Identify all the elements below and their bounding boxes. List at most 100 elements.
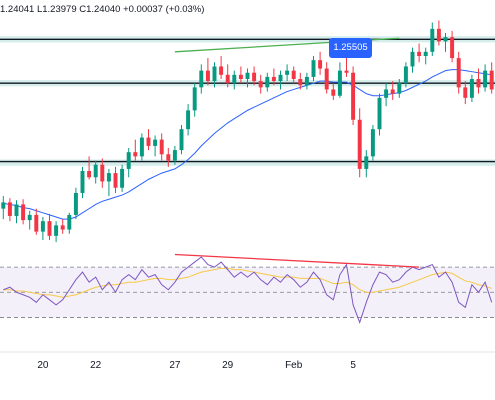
candle-32: [212, 62, 217, 88]
candle-34: [225, 64, 230, 88]
candle-body: [172, 150, 177, 161]
candle-28: [186, 104, 191, 136]
candle-50: [331, 83, 336, 100]
candle-body: [291, 70, 296, 79]
candle-31: [205, 58, 210, 86]
candle-body: [423, 51, 428, 56]
candle-body: [27, 214, 32, 221]
horizontal-levels: [0, 38, 495, 163]
candle-body: [1, 202, 6, 209]
candle-body: [252, 72, 257, 82]
candle-body: [483, 70, 488, 88]
candle-26: [172, 145, 177, 165]
candle-48: [318, 51, 323, 75]
x-tick-label: 20: [37, 360, 49, 371]
candle-66: [436, 20, 441, 46]
candle-5: [34, 208, 39, 235]
x-tick-label: 29: [222, 360, 234, 371]
candle-49: [324, 62, 329, 94]
candle-62: [410, 47, 415, 73]
candle-20: [133, 139, 138, 161]
candle-body: [331, 89, 336, 96]
candle-body: [93, 164, 98, 178]
candle-6: [40, 217, 45, 240]
candle-53: [351, 66, 356, 125]
candle-body: [298, 79, 303, 86]
candle-54: [357, 108, 362, 178]
candle-51: [337, 62, 342, 98]
candle-9: [60, 219, 65, 234]
candle-body: [476, 79, 481, 88]
candle-35: [232, 70, 237, 90]
candle-72: [476, 68, 481, 94]
candle-27: [179, 125, 184, 155]
ohlc-values: 1.24041 L1.23979 C1.24040 +0.00037 (+0.0…: [0, 4, 205, 15]
candle-57: [377, 93, 382, 136]
candle-body: [139, 137, 144, 157]
candle-body: [397, 83, 402, 94]
candle-body: [87, 171, 92, 178]
candle-body: [126, 152, 131, 169]
candle-61: [403, 62, 408, 88]
candle-body: [34, 214, 39, 232]
candle-body: [40, 221, 45, 232]
ohlc-readout: 1.24041 L1.23979 C1.24040 +0.00037 (+0.0…: [0, 4, 204, 15]
candle-body: [258, 81, 263, 88]
candle-body: [245, 72, 250, 79]
candle-10: [67, 212, 72, 234]
candle-4: [27, 210, 32, 230]
candle-body: [344, 70, 349, 73]
candle-body: [166, 154, 171, 161]
x-tick-label: 5: [350, 360, 356, 371]
candle-body: [337, 70, 342, 96]
price-callout: 1.25505: [329, 38, 372, 58]
candle-body: [489, 70, 494, 90]
candle-60: [397, 79, 402, 98]
candle-body: [304, 76, 309, 86]
x-tick-label: 22: [90, 360, 102, 371]
candle-7: [47, 213, 52, 240]
candle-body: [73, 192, 78, 215]
candle-body: [403, 66, 408, 84]
candle-body: [324, 68, 329, 90]
candle-body: [285, 70, 290, 75]
candle-45: [298, 72, 303, 90]
candle-body: [7, 202, 12, 216]
candle-body: [54, 225, 59, 236]
candle-33: [219, 56, 224, 79]
candle-body: [212, 66, 217, 82]
candle-42: [278, 70, 283, 90]
candle-body: [364, 156, 369, 169]
candle-body: [113, 173, 118, 188]
candle-body: [384, 89, 389, 98]
candle-body: [318, 60, 323, 69]
candle-body: [278, 74, 283, 82]
candle-65: [430, 22, 435, 56]
candle-body: [179, 129, 184, 151]
candle-11: [73, 187, 78, 220]
candle-body: [357, 119, 362, 169]
candle-56: [370, 125, 375, 161]
rsi-line: [3, 256, 493, 324]
price-candles: [1, 20, 494, 243]
candle-body: [153, 139, 158, 146]
candle-body: [238, 74, 243, 79]
candle-body: [60, 225, 65, 230]
candle-13: [87, 156, 92, 180]
candle-body: [311, 60, 316, 77]
candle-body: [351, 72, 356, 120]
candle-body: [14, 204, 19, 216]
candle-30: [199, 64, 204, 94]
candle-67: [443, 33, 448, 52]
candle-70: [463, 81, 468, 105]
candle-body: [192, 87, 197, 111]
candle-body: [146, 137, 151, 146]
candle-55: [364, 150, 369, 178]
candle-74: [489, 62, 494, 94]
rsi-ma-line: [3, 267, 492, 298]
candle-body: [47, 221, 52, 236]
candle-59: [390, 81, 395, 100]
candle-body: [430, 28, 435, 52]
